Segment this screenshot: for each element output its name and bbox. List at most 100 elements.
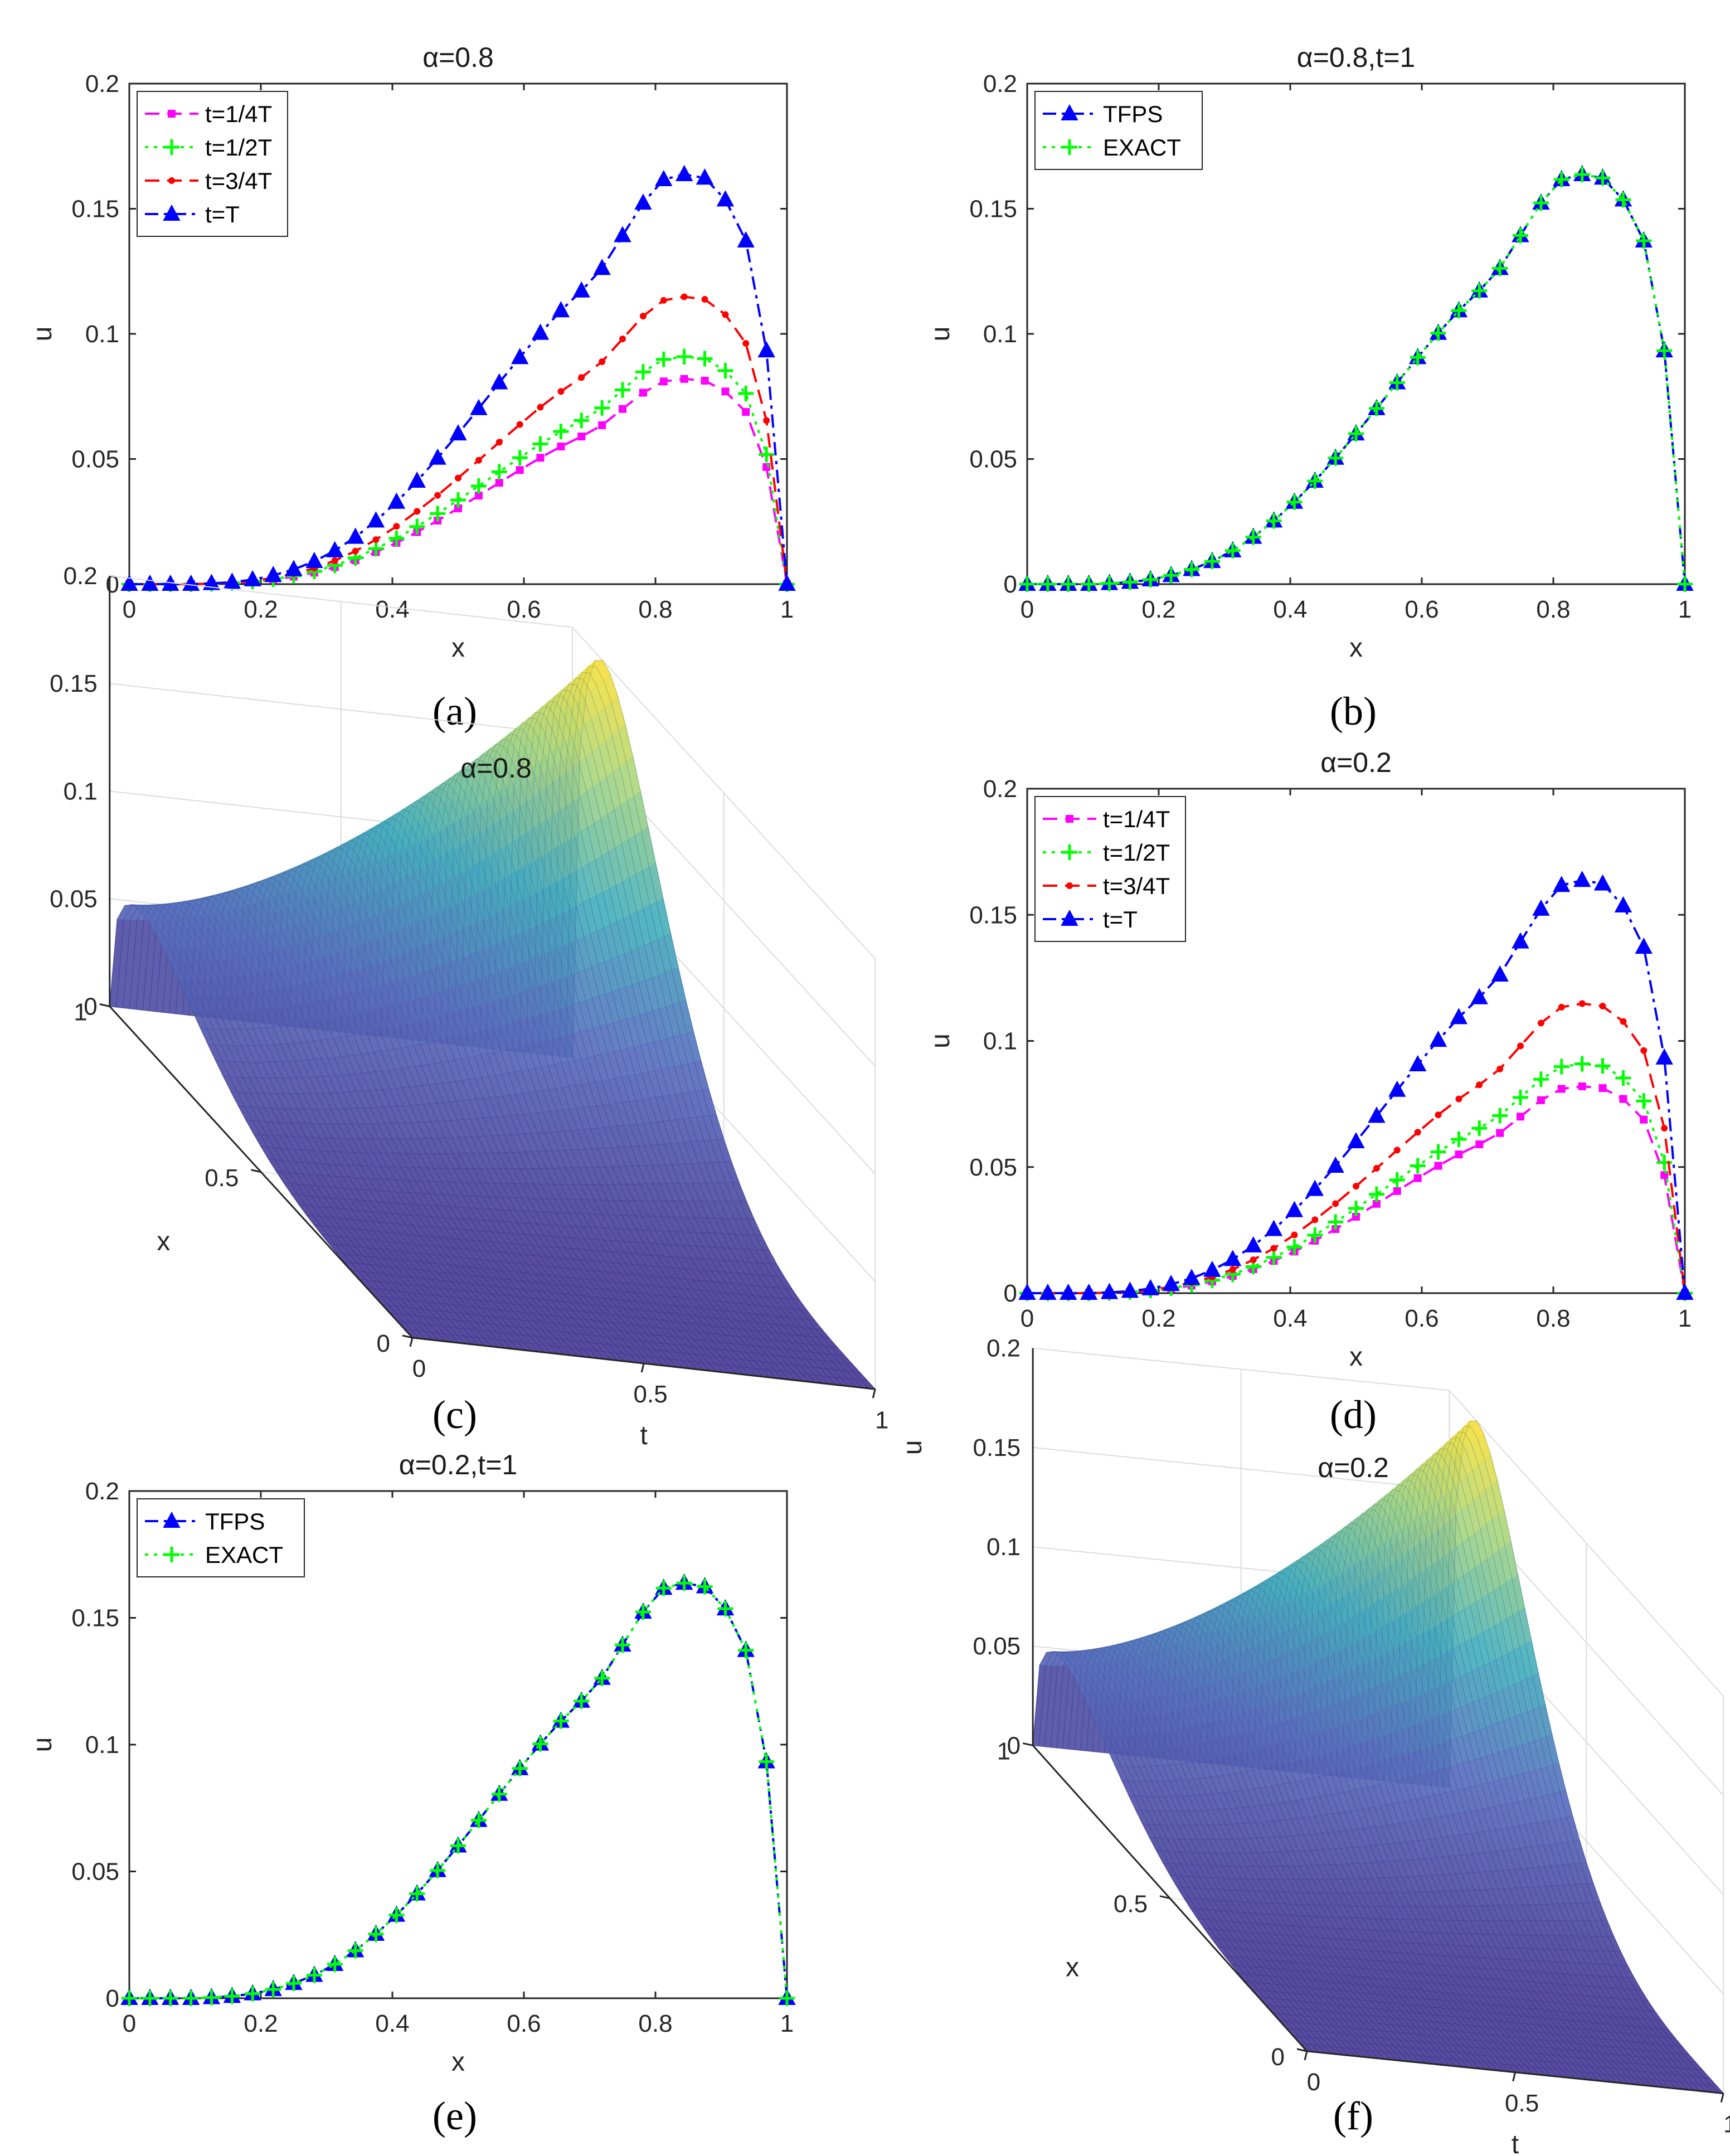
data-point — [557, 443, 565, 451]
y-axis-label: u — [926, 1033, 955, 1048]
data-point — [491, 464, 507, 480]
data-point — [577, 433, 586, 441]
data-point — [331, 557, 338, 564]
data-point — [615, 382, 630, 398]
data-point — [1413, 1174, 1422, 1182]
data-point — [1143, 571, 1159, 587]
data-point — [326, 541, 344, 557]
data-point — [1595, 170, 1611, 186]
y-tick-label: 0.05 — [71, 1858, 119, 1886]
data-point — [120, 574, 138, 591]
data-point — [1599, 1003, 1606, 1010]
data-point — [1019, 576, 1035, 592]
data-point — [1640, 1047, 1648, 1054]
legend-label: EXACT — [205, 1542, 283, 1568]
data-point — [1224, 542, 1241, 559]
data-point — [1496, 1065, 1504, 1072]
data-point — [1656, 343, 1673, 359]
panel-e: 0 0.2 0.4 0.6 0.8 100.050.10.150.2xuα=0.2,t=1… — [28, 1449, 796, 2077]
legend-label: t=1/2T — [205, 134, 272, 161]
z-tick-label: 0.2 — [64, 562, 98, 590]
data-point — [409, 518, 425, 535]
data-point — [367, 511, 385, 528]
z-tick-label: 0.15 — [50, 670, 98, 697]
data-point — [1373, 1165, 1380, 1172]
data-point — [1455, 1150, 1463, 1159]
panel-d: 0 0.2 0.4 0.6 0.8 100.050.10.150.2xuα=0.2t=1/… — [926, 747, 1694, 1372]
data-point — [454, 504, 462, 512]
data-point — [1101, 575, 1117, 591]
x-tick-mark — [99, 1003, 110, 1007]
data-point — [1615, 192, 1631, 208]
data-point — [619, 405, 626, 413]
x-tick-label: 0.4 — [1273, 1305, 1307, 1332]
data-point — [1414, 1129, 1421, 1136]
y-tick-label: 0.15 — [969, 196, 1017, 223]
z-axis-label: u — [0, 676, 4, 691]
x-tick-label: 0.5 — [205, 1164, 239, 1192]
panel-caption: (d) — [1330, 1392, 1377, 1437]
y-tick-label: 0.05 — [969, 446, 1017, 473]
data-point — [512, 450, 528, 466]
panel-caption: (a) — [432, 689, 477, 734]
data-point — [495, 479, 503, 487]
data-point — [202, 574, 221, 590]
data-point — [593, 259, 611, 275]
y-tick-label: 0.1 — [85, 321, 119, 348]
legend-label: t=T — [205, 201, 240, 227]
data-point — [655, 351, 672, 367]
x-axis-label: x — [1349, 1342, 1363, 1372]
data-point — [388, 530, 405, 546]
x-tick-label: 0 — [1020, 596, 1034, 623]
data-point — [1163, 567, 1179, 584]
t-axis-label: t — [640, 1421, 647, 1450]
t-tick-mark — [640, 1363, 645, 1373]
data-point — [1660, 1171, 1669, 1179]
data-point — [475, 457, 482, 464]
chart-title: α=0.8 — [460, 752, 532, 784]
data-point — [742, 408, 750, 416]
data-point — [1039, 576, 1056, 592]
data-point — [1537, 1019, 1544, 1027]
z-tick-label: 0.05 — [973, 1633, 1021, 1660]
legend-marker — [164, 139, 179, 155]
data-point — [1451, 303, 1467, 319]
y-tick-label: 0.1 — [983, 1028, 1017, 1055]
data-point — [1270, 1245, 1277, 1252]
data-point — [1353, 1183, 1359, 1190]
legend-label: TFPS — [205, 1508, 265, 1535]
data-point — [1393, 1187, 1401, 1195]
legend-marker — [1062, 139, 1077, 155]
y-axis-label: u — [926, 327, 955, 342]
data-point — [470, 399, 488, 415]
data-point — [347, 527, 365, 544]
y-tick-label: 0.15 — [71, 196, 119, 223]
data-point — [182, 574, 200, 591]
data-point — [537, 404, 544, 411]
data-point — [490, 373, 508, 390]
x-axis-label: x — [451, 633, 465, 663]
data-point — [614, 226, 631, 242]
t-tick-mark — [872, 1388, 876, 1399]
data-point — [599, 358, 606, 365]
data-point — [455, 474, 461, 482]
data-point — [598, 421, 606, 429]
x-tick-label: 0.2 — [244, 596, 278, 623]
legend-marker — [168, 177, 175, 184]
surface — [1032, 1420, 1724, 2094]
data-point — [1081, 576, 1097, 592]
data-point — [387, 492, 406, 509]
legend-marker — [1061, 104, 1078, 120]
data-point — [759, 446, 775, 463]
chart-title: α=0.2 — [1320, 747, 1392, 778]
data-point — [449, 424, 467, 441]
data-point — [1430, 325, 1446, 341]
data-point — [516, 466, 524, 474]
data-point — [1661, 1125, 1668, 1132]
x-tick-label: 0.2 — [1141, 1305, 1175, 1332]
panel-caption: (c) — [432, 1392, 477, 1437]
